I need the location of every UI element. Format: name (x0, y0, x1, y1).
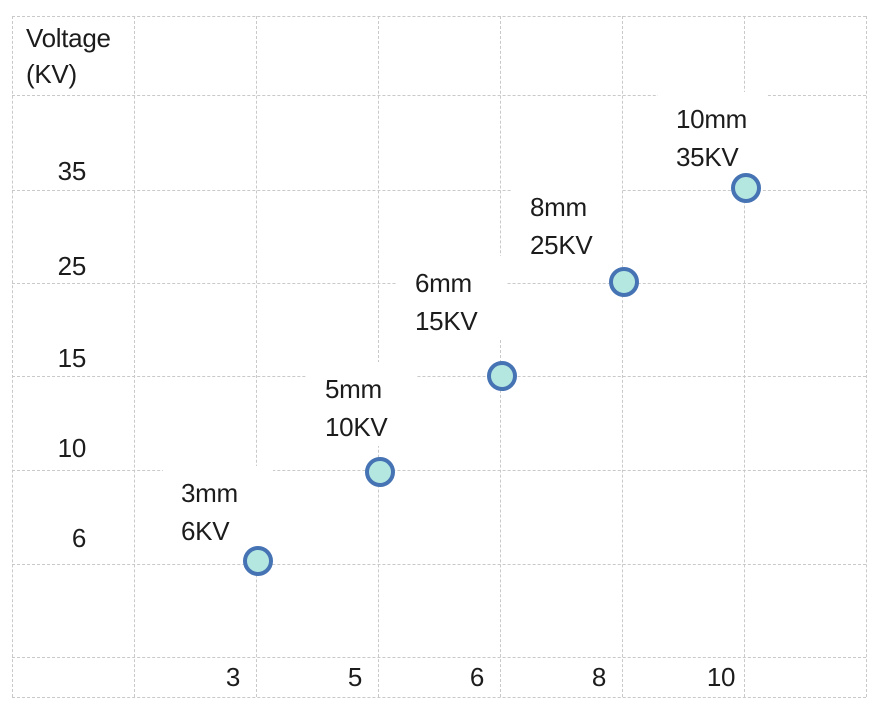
data-label-line2: 6KV (181, 516, 230, 546)
y-tick-35: 35 (57, 156, 87, 186)
x-tick-6: 6 (469, 662, 485, 692)
data-label-line1: 8mm (530, 192, 587, 222)
data-label-line1: 5mm (325, 374, 382, 404)
gridline-horizontal (12, 697, 866, 698)
data-point-marker-5mm-10kv (365, 457, 395, 487)
gridline-vertical (12, 16, 13, 697)
data-label-line1: 10mm (676, 104, 748, 134)
data-label-line2: 25KV (530, 230, 593, 260)
data-point-marker-8mm-25kv (609, 267, 639, 297)
data-label-8mm: 8mm 25KV (512, 180, 622, 264)
y-tick-10: 10 (57, 433, 87, 463)
data-label-line1: 6mm (415, 268, 472, 298)
y-tick-6: 6 (71, 523, 86, 553)
x-tick-3: 3 (225, 662, 241, 692)
x-tick-10: 10 (706, 662, 736, 692)
gridline-vertical (866, 16, 867, 697)
gridline-vertical (744, 16, 745, 697)
gridline-vertical (622, 16, 623, 697)
data-point-marker-6mm-15kv (487, 361, 517, 391)
gridline-horizontal (12, 657, 866, 658)
data-label-10mm: 10mm 35KV (658, 92, 768, 176)
data-label-5mm: 5mm 10KV (307, 362, 417, 446)
data-label-line2: 35KV (676, 142, 739, 172)
y-tick-15: 15 (57, 343, 87, 373)
data-label-6mm: 6mm 15KV (397, 256, 507, 340)
y-axis-title-line1: Voltage (26, 23, 111, 53)
x-tick-8: 8 (591, 662, 607, 692)
gridline-horizontal (12, 95, 866, 96)
y-axis-title-line2: (KV) (26, 59, 77, 89)
gridline-vertical (378, 16, 379, 697)
gridline-horizontal (12, 16, 866, 17)
gridline-horizontal (12, 564, 866, 565)
data-label-line1: 3mm (181, 478, 238, 508)
y-tick-25: 25 (57, 251, 87, 281)
data-point-marker-3mm-6kv (243, 546, 273, 576)
gridline-horizontal (12, 190, 866, 191)
x-tick-5: 5 (347, 662, 363, 692)
gridline-vertical (500, 16, 501, 697)
gridline-horizontal (12, 470, 866, 471)
data-label-3mm: 3mm 6KV (163, 466, 273, 550)
gridline-vertical (256, 16, 257, 697)
gridline-horizontal (12, 376, 866, 377)
data-label-line2: 10KV (325, 412, 388, 442)
data-point-marker-10mm-35kv (731, 173, 761, 203)
data-label-line2: 15KV (415, 306, 478, 336)
gridline-vertical (134, 16, 135, 697)
y-axis-title: Voltage (KV) (26, 20, 111, 92)
